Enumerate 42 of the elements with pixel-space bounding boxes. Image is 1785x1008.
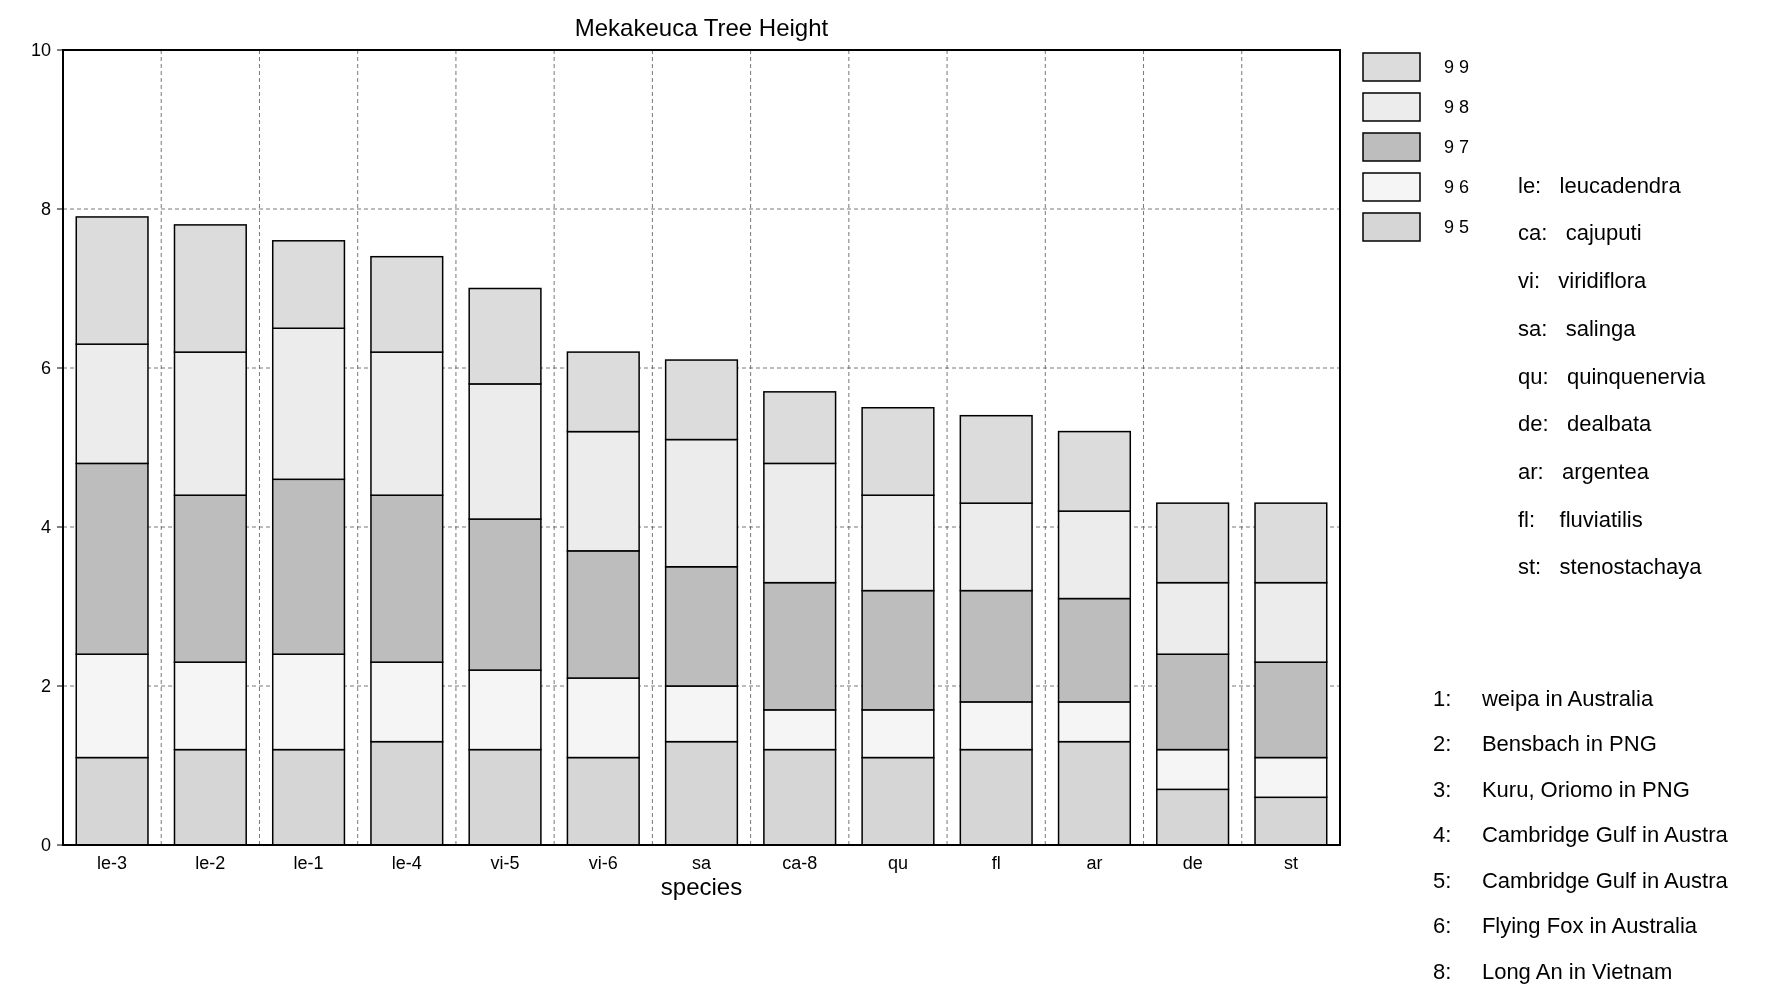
text: st: stenostachaya <box>1518 554 1703 580</box>
y-tick-label: 10 <box>30 40 51 61</box>
x-tick-label: vi-6 <box>588 853 618 873</box>
text: 8: Long An in Vietnam <box>1433 958 1673 984</box>
text: qu: quinquenervia <box>1518 363 1706 389</box>
x-tick-label: ar <box>1086 853 1103 873</box>
x-axis-title: species <box>660 873 743 900</box>
text: vi: viridiflora <box>1518 268 1648 294</box>
text: 1: weipa in Australia <box>1433 685 1654 711</box>
text: ca: cajuputi <box>1518 220 1642 246</box>
x-tick-label: le-3 <box>97 853 128 873</box>
x-tick-label: sa <box>691 853 712 873</box>
x-tick-label: st <box>1283 853 1298 873</box>
legend-label: 9 9 <box>1444 57 1470 78</box>
legend-label: 9 5 <box>1444 217 1470 238</box>
y-tick-label: 8 <box>40 199 51 220</box>
text: sa: salinga <box>1518 315 1637 341</box>
x-tick-label: fl <box>991 853 1001 873</box>
chart-title: Mekakeuca Tree Height <box>574 14 829 41</box>
text: le: leucadendra <box>1518 172 1682 198</box>
text: de: dealbata <box>1518 411 1653 437</box>
legend-label: 9 7 <box>1444 137 1470 158</box>
y-tick-label: 4 <box>40 517 51 538</box>
text: fl: fluviatilis <box>1518 506 1643 532</box>
text: 4: Cambridge Gulf in Austra <box>1433 822 1729 848</box>
legend-label: 9 8 <box>1444 97 1470 118</box>
x-tick-label: vi-5 <box>490 853 520 873</box>
text: 2: Bensbach in PNG <box>1433 731 1657 757</box>
y-tick-label: 6 <box>40 358 51 379</box>
text: ar: argentea <box>1518 458 1650 484</box>
y-tick-label: 0 <box>40 835 51 856</box>
x-tick-label: le-2 <box>195 853 226 873</box>
x-tick-label: le-4 <box>391 853 422 873</box>
x-tick-label: le-1 <box>293 853 324 873</box>
x-tick-label: de <box>1182 853 1203 873</box>
text: 6: Flying Fox in Australia <box>1433 913 1698 939</box>
legend-label: 9 6 <box>1444 177 1470 198</box>
text: 3: Kuru, Oriomo in PNG <box>1433 776 1690 802</box>
x-tick-label: qu <box>887 853 908 873</box>
x-tick-label: ca-8 <box>782 853 818 873</box>
y-tick-label: 2 <box>40 676 51 697</box>
text: 5: Cambridge Gulf in Austra <box>1433 867 1729 893</box>
